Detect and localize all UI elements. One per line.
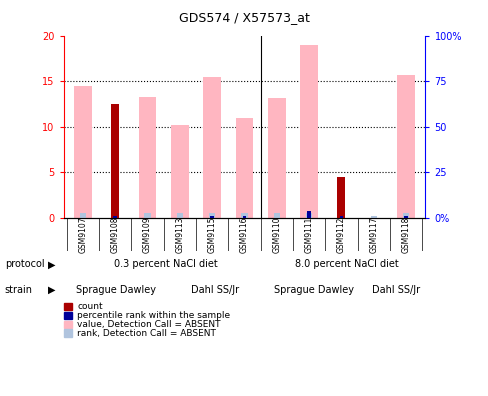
Bar <box>209 213 215 218</box>
Text: GSM9109: GSM9109 <box>143 216 152 253</box>
Text: GSM9115: GSM9115 <box>207 216 216 253</box>
Text: GSM9108: GSM9108 <box>111 216 120 253</box>
Bar <box>305 213 312 218</box>
Text: GSM9113: GSM9113 <box>175 216 184 253</box>
Text: percentile rank within the sample: percentile rank within the sample <box>77 311 230 320</box>
Bar <box>80 213 86 218</box>
Text: Dahl SS/Jr: Dahl SS/Jr <box>190 285 239 295</box>
Bar <box>203 76 221 218</box>
Text: ▶: ▶ <box>47 259 55 269</box>
Bar <box>74 86 92 218</box>
Text: count: count <box>77 303 102 311</box>
Text: 0.3 percent NaCl diet: 0.3 percent NaCl diet <box>113 259 217 269</box>
Bar <box>144 213 150 218</box>
Bar <box>404 216 407 218</box>
Bar <box>273 213 279 218</box>
Bar <box>396 75 414 218</box>
Bar <box>339 215 343 218</box>
Text: GSM9118: GSM9118 <box>401 217 410 253</box>
Text: GSM9107: GSM9107 <box>78 216 87 253</box>
Bar <box>139 97 156 218</box>
Bar <box>113 216 117 218</box>
Bar <box>171 125 188 218</box>
Text: strain: strain <box>5 285 33 295</box>
Bar <box>267 97 285 218</box>
Text: value, Detection Call = ABSENT: value, Detection Call = ABSENT <box>77 320 220 329</box>
Text: Dahl SS/Jr: Dahl SS/Jr <box>371 285 419 295</box>
Text: GDS574 / X57573_at: GDS574 / X57573_at <box>179 11 309 24</box>
Bar <box>370 216 376 218</box>
Text: 8.0 percent NaCl diet: 8.0 percent NaCl diet <box>294 259 398 269</box>
Bar <box>210 216 214 218</box>
Text: GSM9116: GSM9116 <box>240 216 248 253</box>
Bar <box>176 213 183 218</box>
Bar <box>242 216 246 218</box>
Bar <box>402 213 408 218</box>
Bar <box>241 213 247 218</box>
Bar <box>235 118 253 218</box>
Text: ▶: ▶ <box>47 285 55 295</box>
Text: rank, Detection Call = ABSENT: rank, Detection Call = ABSENT <box>77 329 216 337</box>
Bar <box>337 177 345 218</box>
Text: protocol: protocol <box>5 259 44 269</box>
Bar <box>300 45 317 218</box>
Bar <box>307 211 310 218</box>
Text: GSM9117: GSM9117 <box>368 216 377 253</box>
Text: GSM9111: GSM9111 <box>304 217 313 253</box>
Bar <box>111 104 119 218</box>
Text: Sprague Dawley: Sprague Dawley <box>76 285 156 295</box>
Text: Sprague Dawley: Sprague Dawley <box>273 285 353 295</box>
Text: GSM9110: GSM9110 <box>272 216 281 253</box>
Text: GSM9112: GSM9112 <box>336 217 345 253</box>
